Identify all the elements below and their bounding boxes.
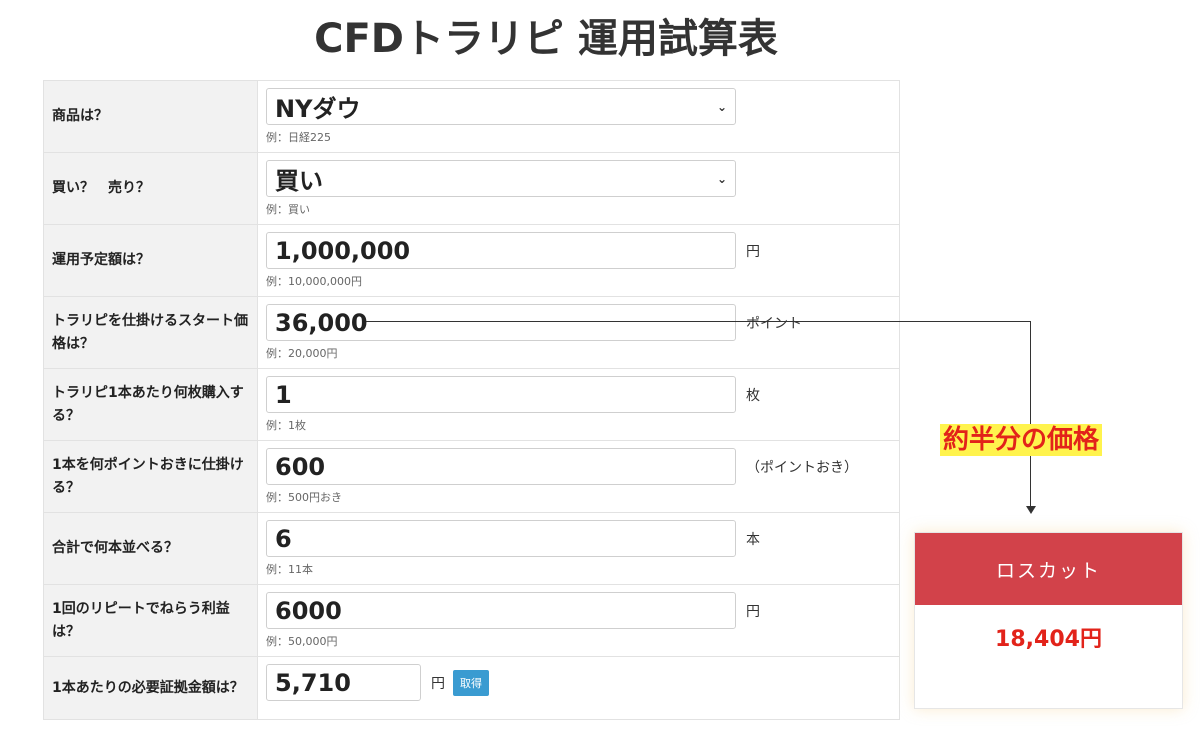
form-row-direction: 買い？ 売り？ 買い ⌄ 例：買い — [44, 153, 899, 225]
row-label: トラリピ1本あたり何枚購入する？ — [44, 369, 258, 440]
form-row-profit: 1回のリピートでねらう利益は？ 6000 円 例：50,000円 — [44, 585, 899, 657]
example-hint: 例：10,000,000円 — [266, 275, 362, 288]
unit-label: 枚 — [746, 387, 760, 404]
product-select[interactable]: NYダウ ⌄ — [266, 88, 736, 125]
row-label: 商品は？ — [44, 81, 258, 152]
row-label: 1本あたりの必要証拠金額は？ — [44, 657, 258, 719]
unit-label: 円 — [431, 675, 445, 692]
row-label: 買い？ 売り？ — [44, 153, 258, 224]
unit-label: 本 — [746, 531, 760, 548]
count-input[interactable]: 6 — [266, 520, 736, 557]
budget-input[interactable]: 1,000,000 — [266, 232, 736, 269]
profit-input[interactable]: 6000 — [266, 592, 736, 629]
unit-label: （ポイントおき） — [746, 459, 858, 476]
chevron-down-icon: ⌄ — [716, 99, 727, 114]
example-hint: 例：1枚 — [266, 419, 306, 432]
arrow-down-icon — [1026, 506, 1036, 514]
losscut-header: ロスカット — [915, 533, 1182, 605]
direction-select[interactable]: 買い ⌄ — [266, 160, 736, 197]
calculator-form: 商品は？ NYダウ ⌄ 例：日経225 買い？ 売り？ 買い ⌄ 例：買い 運用… — [43, 80, 900, 720]
annotation-arrow-line — [1030, 321, 1031, 508]
row-label: 1回のリピートでねらう利益は？ — [44, 585, 258, 656]
form-row-budget: 運用予定額は？ 1,000,000 円 例：10,000,000円 — [44, 225, 899, 297]
example-hint: 例：11本 — [266, 563, 313, 576]
chevron-down-icon: ⌄ — [716, 171, 727, 186]
get-margin-button[interactable]: 取得 — [453, 669, 489, 696]
lots-input[interactable]: 1 — [266, 376, 736, 413]
unit-label: 円 — [746, 603, 760, 620]
example-hint: 例：買い — [266, 203, 310, 216]
row-label: 運用予定額は？ — [44, 225, 258, 296]
example-hint: 例：500円おき — [266, 491, 342, 504]
example-hint: 例：50,000円 — [266, 635, 338, 648]
form-row-interval: 1本を何ポイントおきに仕掛ける？ 600 （ポイントおき） 例：500円おき — [44, 441, 899, 513]
form-row-margin: 1本あたりの必要証拠金額は？ 5,710 円 取得 — [44, 657, 899, 719]
annotation-arrow-line — [366, 321, 1031, 322]
losscut-value: 18,404円 — [995, 627, 1102, 652]
annotation-label: 約半分の価格 — [940, 424, 1103, 456]
page-title: CFDトラリピ 運用試算表 — [314, 16, 778, 62]
form-row-start-price: トラリピを仕掛けるスタート価格は？ 36,000 ポイント 例：20,000円 — [44, 297, 899, 369]
row-label: トラリピを仕掛けるスタート価格は？ — [44, 297, 258, 368]
unit-label: 円 — [746, 243, 760, 260]
form-row-count: 合計で何本並べる？ 6 本 例：11本 — [44, 513, 899, 585]
margin-input[interactable]: 5,710 — [266, 664, 421, 701]
start-price-input[interactable]: 36,000 — [266, 304, 736, 341]
interval-input[interactable]: 600 — [266, 448, 736, 485]
form-row-lots: トラリピ1本あたり何枚購入する？ 1 枚 例：1枚 — [44, 369, 899, 441]
form-row-product: 商品は？ NYダウ ⌄ 例：日経225 — [44, 81, 899, 153]
row-label: 合計で何本並べる？ — [44, 513, 258, 584]
unit-label: ポイント — [746, 315, 802, 332]
example-hint: 例：20,000円 — [266, 347, 338, 360]
losscut-result-card: ロスカット 18,404円 — [914, 532, 1183, 709]
row-label: 1本を何ポイントおきに仕掛ける？ — [44, 441, 258, 512]
example-hint: 例：日経225 — [266, 131, 331, 144]
